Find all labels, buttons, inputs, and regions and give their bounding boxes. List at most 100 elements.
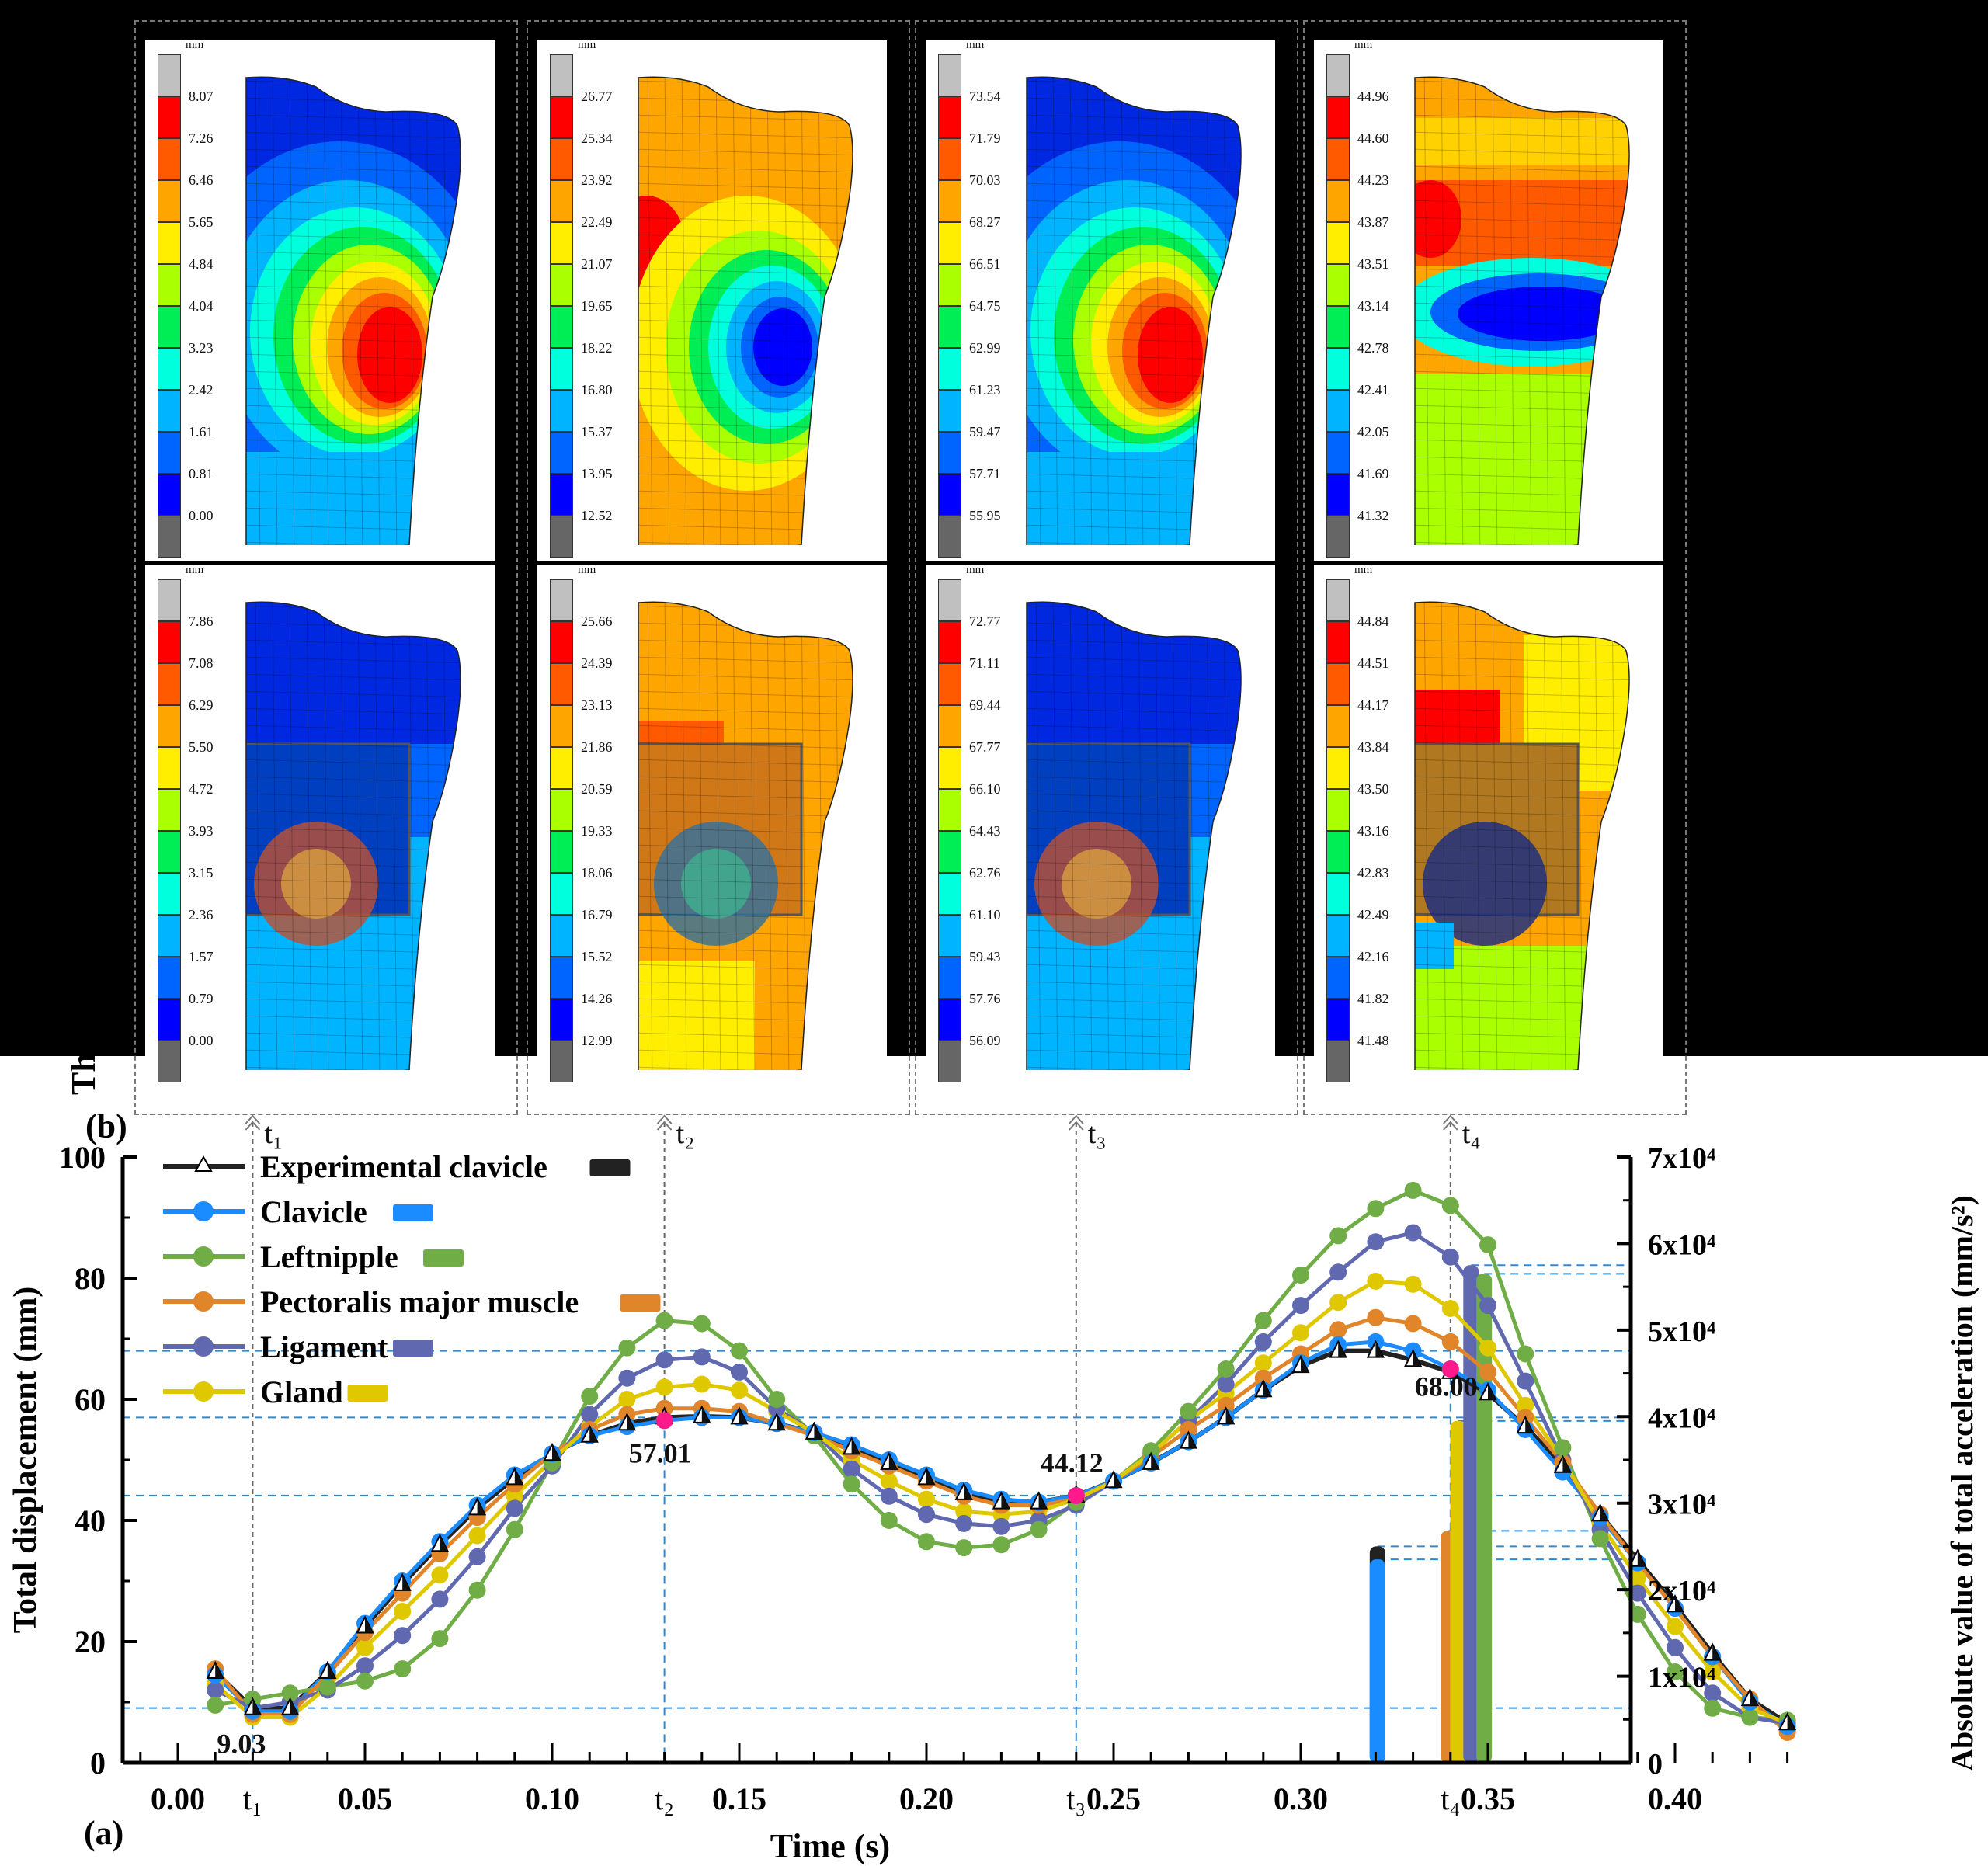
colorbar-segment — [550, 1041, 573, 1082]
colorbar-level-label: 44.23 — [1357, 172, 1389, 188]
data-point-shade — [552, 1444, 560, 1461]
colorbar-segment — [158, 138, 181, 180]
colorbar-segment — [550, 957, 573, 999]
colorbar-level-label: 25.66 — [581, 613, 613, 629]
data-point — [1367, 1308, 1385, 1326]
legend-bar-swatch — [347, 1385, 388, 1402]
colorbar-segment — [158, 264, 181, 306]
colorbar-level-label: 19.65 — [581, 298, 613, 314]
colorbar-level-label: 15.37 — [581, 424, 613, 440]
colorbar-segment — [1326, 96, 1350, 138]
colorbar-level-label: 6.46 — [189, 172, 214, 188]
data-point — [918, 1506, 935, 1524]
colorbar-segment — [158, 621, 181, 663]
colorbar-level-label: 42.49 — [1357, 907, 1389, 923]
y2-tick-label: 0 — [1648, 1748, 1663, 1781]
colorbar-segment — [550, 432, 573, 474]
data-point — [1142, 1442, 1160, 1460]
colorbar-level-label: 41.32 — [1357, 508, 1389, 523]
data-point — [955, 1503, 973, 1520]
data-point — [1404, 1181, 1422, 1199]
data-point — [1479, 1297, 1496, 1315]
data-point — [356, 1672, 374, 1690]
data-point — [506, 1487, 523, 1505]
time-marker-label: t₂ — [676, 1117, 695, 1150]
double-arrow-up-icon — [1443, 1114, 1458, 1131]
data-point — [1441, 1333, 1459, 1350]
colorbar-segment — [550, 306, 573, 348]
colorbar-level-label: 61.23 — [969, 382, 1001, 398]
data-annotation-label: 57.01 — [629, 1437, 692, 1468]
data-point — [1441, 1197, 1459, 1214]
colorbar-segment — [1326, 264, 1350, 306]
colorbar-level-label: 43.16 — [1357, 823, 1389, 839]
data-point — [281, 1684, 299, 1702]
data-point — [618, 1339, 636, 1357]
colorbar — [158, 54, 181, 558]
contour-plot-t1-bottom: mm 7.86 7.08 6.29 5.50 4.72 3.93 3.15 2.36 1.57 0.… — [145, 564, 495, 1086]
colorbar-segment — [550, 831, 573, 873]
colorbar-level-label: 71.79 — [969, 130, 1001, 146]
data-point-shade — [1114, 1472, 1121, 1488]
colorbar-segment — [158, 663, 181, 705]
data-point-shade — [739, 1408, 747, 1424]
data-point — [693, 1348, 711, 1366]
acceleration-bar — [1369, 1559, 1385, 1763]
colorbar-segment — [550, 348, 573, 390]
colorbar-segment — [938, 621, 961, 663]
colorbar-segment — [938, 138, 961, 180]
data-point-shade — [627, 1414, 635, 1430]
data-point — [468, 1527, 486, 1545]
colorbar-segment — [938, 306, 961, 348]
colorbar-level-label: 42.41 — [1357, 382, 1389, 398]
colorbar-level-label: 2.42 — [189, 382, 214, 398]
data-point — [955, 1539, 973, 1557]
colorbar-level-label: 4.72 — [189, 781, 214, 797]
legend-label: Pectoralis major muscle — [260, 1284, 579, 1319]
colorbar-level-label: 64.43 — [969, 823, 1001, 839]
data-point — [1367, 1233, 1385, 1251]
data-point — [581, 1406, 599, 1423]
x-tick-label: 0.40 — [1648, 1781, 1702, 1816]
colorbar-unit-label: mm — [186, 39, 204, 51]
legend-bar-swatch — [393, 1340, 433, 1357]
data-point — [431, 1630, 449, 1648]
colorbar-segment — [1326, 915, 1350, 957]
colorbar-segment — [938, 789, 961, 831]
data-point-shade — [926, 1468, 934, 1485]
colorbar-level-label: 69.44 — [969, 697, 1001, 713]
colorbar-level-label: 7.26 — [189, 130, 214, 146]
data-point — [843, 1475, 860, 1493]
data-point — [1329, 1321, 1347, 1339]
data-point-shade — [1375, 1341, 1384, 1357]
data-point — [918, 1533, 935, 1551]
data-point — [506, 1499, 523, 1517]
data-point — [955, 1514, 973, 1532]
colorbar-segment — [550, 180, 573, 222]
data-point — [918, 1490, 935, 1508]
data-point — [1517, 1345, 1534, 1363]
contour-region — [1423, 822, 1547, 946]
colorbar-level-label: 3.93 — [189, 823, 214, 839]
data-point-shade — [1787, 1714, 1795, 1730]
colorbar-level-label: 12.52 — [581, 508, 613, 523]
contour-plot-t1-top: mm 8.07 7.26 6.46 5.65 4.84 4.04 3.23 2.42 1.61 0.… — [145, 39, 495, 561]
colorbar-segment — [550, 999, 573, 1041]
colorbar-segment — [158, 1041, 181, 1082]
data-point-shade — [701, 1406, 710, 1423]
x-tick-label: 0.30 — [1274, 1781, 1328, 1816]
data-point-shade — [1225, 1408, 1234, 1424]
data-point-shade — [252, 1698, 261, 1715]
colorbar-level-label: 44.51 — [1357, 655, 1389, 671]
colorbar-segment — [938, 831, 961, 873]
data-point-shade — [1338, 1341, 1347, 1357]
colorbar-level-label: 41.48 — [1357, 1033, 1389, 1048]
colorbar-segment — [938, 96, 961, 138]
data-point-shade — [964, 1483, 972, 1499]
contour-plot-t2-bottom: mm 25.66 24.39 23.13 21.86 20.59 19.33 18.06 16.… — [537, 564, 887, 1086]
colorbar-level-label: 43.14 — [1357, 298, 1389, 314]
colorbar-level-label: 25.34 — [581, 130, 613, 146]
data-point-shade — [1525, 1417, 1534, 1433]
x-tick-label: 0.05 — [338, 1781, 392, 1816]
colorbar-level-label: 57.71 — [969, 466, 1001, 481]
